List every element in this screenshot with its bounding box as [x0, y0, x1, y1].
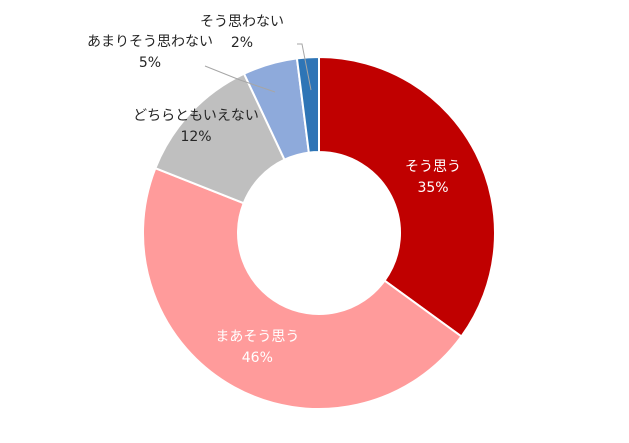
- slice-labels: そう思う 35% まあそう思う 46% どちらともいえない 12% あまりそう思わない 5% そ…: [87, 14, 461, 366]
- leader-lines: [204, 43, 312, 93]
- slice-value-label-4: 5%: [139, 55, 161, 71]
- leader-line-5: [297, 43, 312, 91]
- slice-category-label-3: どちらともいえない: [133, 108, 259, 124]
- leader-line-4: [204, 65, 276, 93]
- slice-value-label-1: 35%: [417, 180, 448, 196]
- slice-category-label-5: そう思わない: [200, 14, 284, 30]
- slice-value-label-3: 12%: [180, 129, 211, 145]
- donut-slice-1: [318, 55, 496, 338]
- slice-category-label-1: そう思う: [405, 159, 461, 175]
- donut-slices: [142, 55, 496, 410]
- slice-category-label-4: あまりそう思わない: [87, 34, 213, 50]
- slice-category-label-2: まあそう思う: [215, 329, 299, 345]
- slice-value-label-5: 2%: [231, 35, 253, 51]
- donut-slice-2: [142, 166, 463, 410]
- slice-value-label-2: 46%: [242, 350, 273, 366]
